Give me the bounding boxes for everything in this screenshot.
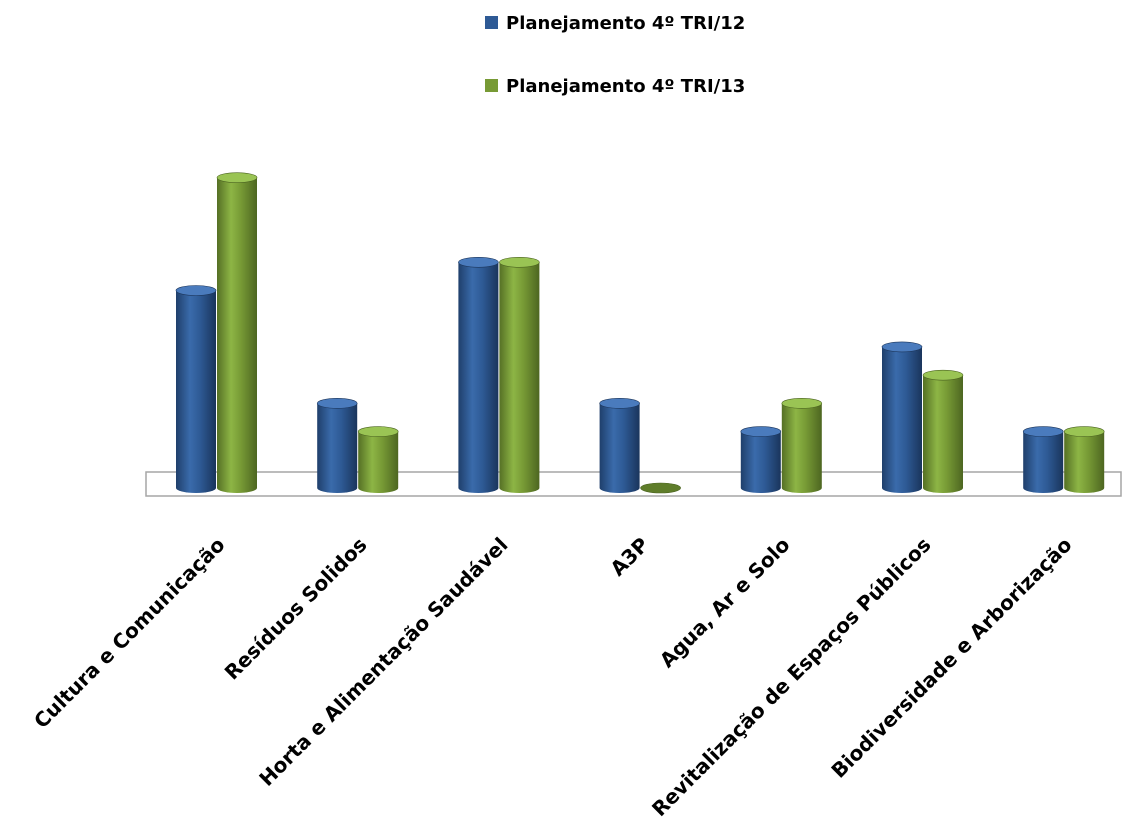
bar-top-2-6 xyxy=(922,369,964,381)
bar-body-2-1 xyxy=(217,177,257,493)
bar-body-1-2 xyxy=(317,403,358,493)
bar-1-7 xyxy=(1022,426,1064,493)
bars-layer xyxy=(175,172,1105,494)
bar-2-6 xyxy=(922,369,964,493)
bar-top-2-1 xyxy=(216,172,258,183)
tick-label-revitalizacao: Revitalização de Espaços Públicos xyxy=(647,533,935,821)
tick-label-horta: Horta e Alimentação Saudável xyxy=(254,533,512,791)
bar-body-1-5 xyxy=(740,431,781,493)
bar-body-1-4 xyxy=(599,403,640,493)
bar-2-4 xyxy=(640,482,681,494)
bar-body-1-7 xyxy=(1023,431,1064,493)
bar-body-2-3 xyxy=(499,262,540,494)
legend-label-series-2: Planejamento 4º TRI/13 xyxy=(506,76,745,97)
bar-1-5 xyxy=(740,426,782,493)
legend-label-series-1: Planejamento 4º TRI/12 xyxy=(506,13,745,34)
bar-body-1-1 xyxy=(176,290,216,493)
bar-2-2 xyxy=(357,426,399,493)
bar-top-1-2 xyxy=(316,398,358,409)
bar-body-2-5 xyxy=(781,403,822,493)
bar-body-2-6 xyxy=(923,375,963,493)
tick-label-biodiversidade: Biodiversidade e Arborização xyxy=(826,533,1076,783)
bar-1-2 xyxy=(316,398,358,493)
bar-1-6 xyxy=(881,341,923,493)
bar-2-5 xyxy=(781,398,823,493)
bar-2-1 xyxy=(216,172,258,493)
bar-body-2-2 xyxy=(358,431,399,493)
bar-top-1-7 xyxy=(1022,426,1064,437)
legend-swatch-series-1 xyxy=(485,16,498,29)
bar-top-2-7 xyxy=(1063,426,1105,437)
bar-top-2-5 xyxy=(781,398,823,409)
bar-top-1-3 xyxy=(458,256,499,268)
legend: Planejamento 4º TRI/12 Planejamento 4º T… xyxy=(485,13,745,97)
bar-body-2-7 xyxy=(1064,431,1105,493)
bar-top-2-4 xyxy=(640,482,681,494)
legend-item-series-1: Planejamento 4º TRI/12 xyxy=(485,13,745,34)
bar-1-4 xyxy=(599,398,640,493)
tick-label-agua: Agua, Ar e Solo xyxy=(655,533,795,673)
category-axis: Cultura e Comunicação Resíduos Solidos H… xyxy=(29,533,1076,821)
legend-swatch-series-2 xyxy=(485,79,498,92)
tick-label-cultura: Cultura e Comunicação xyxy=(29,533,229,733)
bar-1-3 xyxy=(458,256,499,493)
bar-top-1-4 xyxy=(599,398,640,409)
tick-label-residuos: Resíduos Solidos xyxy=(220,533,372,685)
bar-body-1-3 xyxy=(458,262,499,493)
bar-body-1-6 xyxy=(882,346,922,493)
bar-top-1-5 xyxy=(740,426,782,437)
tick-label-a3p: A3P xyxy=(605,533,653,581)
bar-top-1-1 xyxy=(175,285,217,296)
bar-top-2-3 xyxy=(499,256,540,268)
bar-top-2-2 xyxy=(357,426,399,437)
bar-1-1 xyxy=(175,285,217,493)
bar-2-7 xyxy=(1063,426,1105,493)
bar-2-3 xyxy=(499,256,540,494)
legend-item-series-2: Planejamento 4º TRI/13 xyxy=(485,76,745,97)
bar-top-1-6 xyxy=(881,341,923,353)
